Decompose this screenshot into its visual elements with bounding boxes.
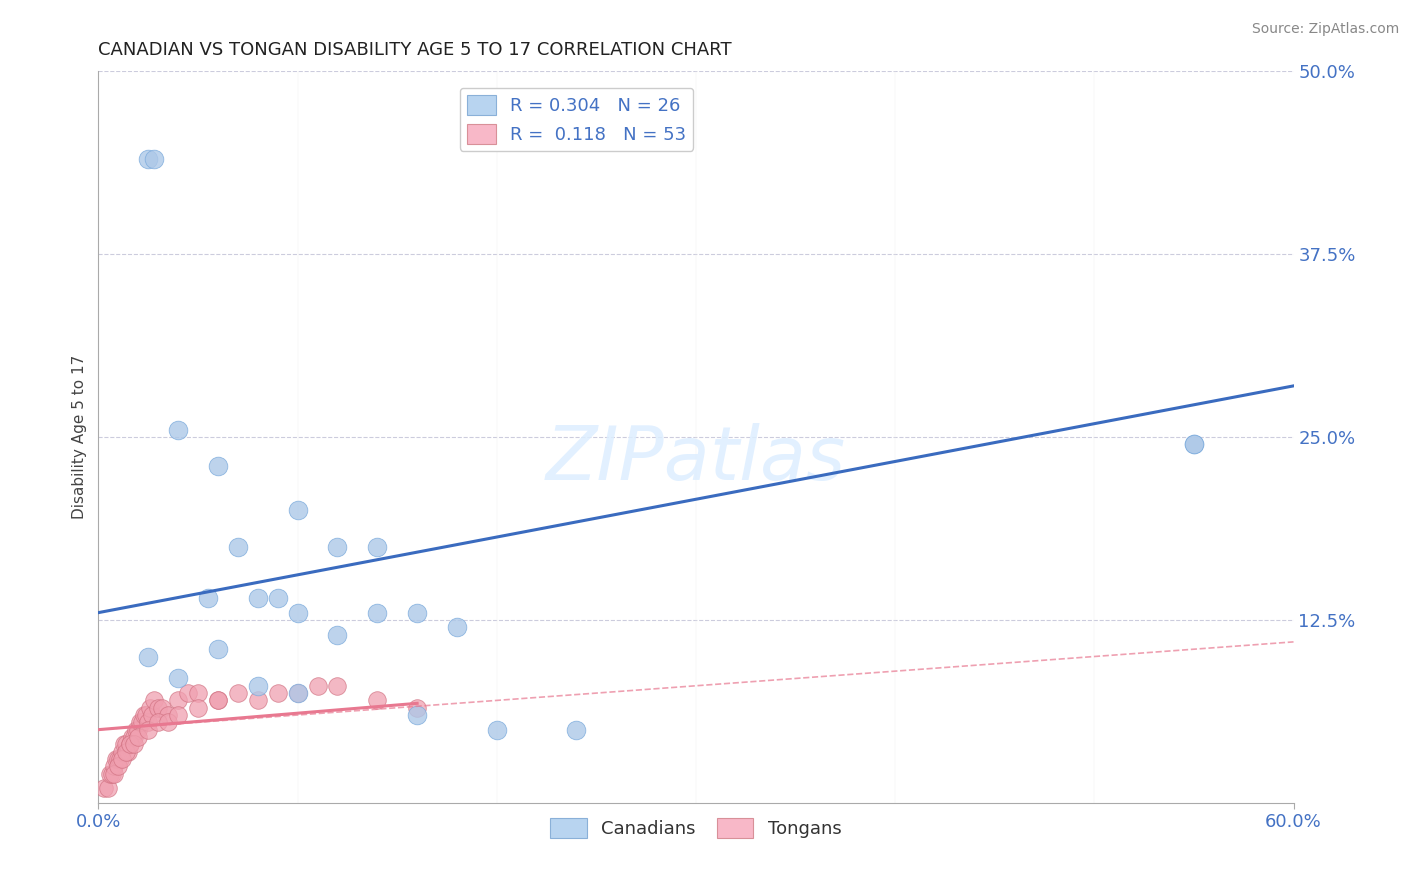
Point bbox=[120, 737, 142, 751]
Point bbox=[148, 700, 170, 714]
Point bbox=[326, 679, 349, 693]
Point bbox=[135, 708, 157, 723]
Point bbox=[287, 503, 309, 517]
Point bbox=[366, 606, 388, 620]
Point bbox=[267, 686, 290, 700]
Point bbox=[134, 708, 156, 723]
Point bbox=[446, 620, 468, 634]
Point bbox=[136, 715, 159, 730]
Point bbox=[565, 723, 588, 737]
Point bbox=[103, 766, 125, 780]
Point bbox=[326, 627, 349, 641]
Point bbox=[197, 591, 219, 605]
Point bbox=[226, 540, 249, 554]
Point bbox=[141, 708, 163, 723]
Text: CANADIAN VS TONGAN DISABILITY AGE 5 TO 17 CORRELATION CHART: CANADIAN VS TONGAN DISABILITY AGE 5 TO 1… bbox=[98, 41, 733, 59]
Point bbox=[287, 686, 309, 700]
Point bbox=[157, 708, 180, 723]
Point bbox=[246, 679, 269, 693]
Point bbox=[406, 606, 429, 620]
Point bbox=[207, 459, 229, 474]
Point bbox=[167, 672, 190, 686]
Point bbox=[246, 591, 269, 605]
Point bbox=[115, 745, 138, 759]
Y-axis label: Disability Age 5 to 17: Disability Age 5 to 17 bbox=[72, 355, 87, 519]
Point bbox=[287, 606, 309, 620]
Point bbox=[157, 715, 180, 730]
Point bbox=[307, 679, 329, 693]
Point bbox=[167, 693, 190, 707]
Point bbox=[127, 723, 149, 737]
Point bbox=[131, 715, 153, 730]
Point bbox=[366, 693, 388, 707]
Point bbox=[125, 723, 148, 737]
Point bbox=[406, 700, 429, 714]
Point bbox=[124, 730, 146, 744]
Point bbox=[117, 745, 139, 759]
Point bbox=[129, 715, 152, 730]
Point bbox=[287, 686, 309, 700]
Point bbox=[112, 737, 135, 751]
Point bbox=[97, 781, 120, 796]
Point bbox=[148, 715, 170, 730]
Point bbox=[1182, 437, 1205, 451]
Point bbox=[143, 693, 166, 707]
Text: Source: ZipAtlas.com: Source: ZipAtlas.com bbox=[1251, 22, 1399, 37]
Point bbox=[207, 693, 229, 707]
Legend: Canadians, Tongans: Canadians, Tongans bbox=[543, 811, 849, 845]
Point bbox=[207, 642, 229, 657]
Point bbox=[187, 700, 209, 714]
Point bbox=[326, 540, 349, 554]
Point bbox=[143, 152, 166, 166]
Point bbox=[136, 723, 159, 737]
Point bbox=[103, 759, 125, 773]
Point bbox=[139, 700, 162, 714]
Point bbox=[150, 700, 173, 714]
Point bbox=[111, 745, 134, 759]
Point bbox=[267, 591, 290, 605]
Point bbox=[167, 423, 190, 437]
Point bbox=[136, 649, 159, 664]
Point bbox=[101, 766, 124, 780]
Point bbox=[167, 708, 190, 723]
Point bbox=[406, 708, 429, 723]
Point bbox=[120, 737, 142, 751]
Point bbox=[366, 540, 388, 554]
Point bbox=[107, 759, 129, 773]
Point bbox=[246, 693, 269, 707]
Point bbox=[485, 723, 508, 737]
Point bbox=[226, 686, 249, 700]
Point bbox=[207, 693, 229, 707]
Point bbox=[98, 766, 122, 780]
Point bbox=[110, 752, 132, 766]
Point bbox=[93, 781, 115, 796]
Point bbox=[107, 752, 129, 766]
Point bbox=[127, 730, 149, 744]
Point bbox=[136, 152, 159, 166]
Text: ZIPatlas: ZIPatlas bbox=[546, 423, 846, 495]
Point bbox=[121, 730, 143, 744]
Point bbox=[105, 752, 128, 766]
Point bbox=[177, 686, 200, 700]
Point bbox=[115, 737, 138, 751]
Point bbox=[187, 686, 209, 700]
Point bbox=[111, 752, 134, 766]
Point bbox=[1182, 437, 1205, 451]
Point bbox=[124, 737, 146, 751]
